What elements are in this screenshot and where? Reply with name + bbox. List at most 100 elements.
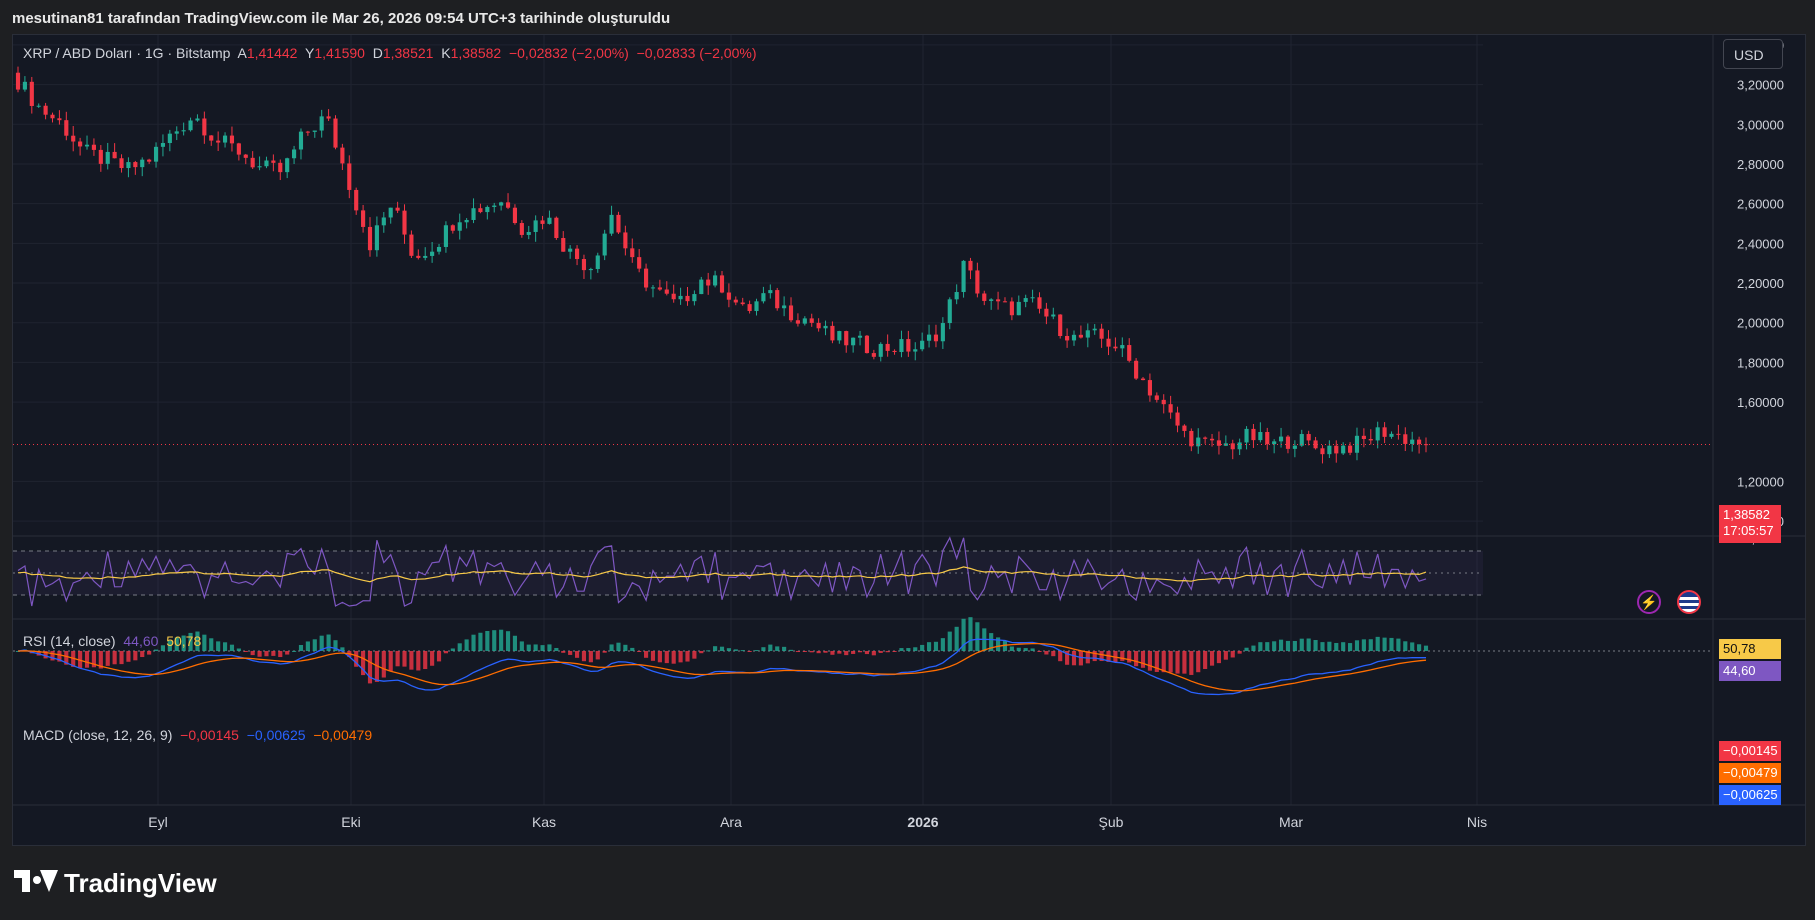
candle-body xyxy=(1085,330,1090,338)
candle-body xyxy=(36,105,41,107)
macd-histogram-bar xyxy=(940,638,945,651)
macd-histogram-bar xyxy=(871,651,876,656)
macd-histogram-bar xyxy=(264,651,269,657)
macd-histogram-bar xyxy=(1051,651,1056,657)
macd-legend: MACD (close, 12, 26, 9) −0,00145 −0,0062… xyxy=(23,727,372,743)
macd-histogram-bar xyxy=(602,651,607,653)
candle-body xyxy=(561,238,566,252)
candle-body xyxy=(913,349,918,352)
candle-body xyxy=(961,260,966,293)
macd-histogram-bar xyxy=(354,651,359,667)
candle-body xyxy=(1348,445,1353,453)
x-tick-label: Eki xyxy=(341,814,360,830)
macd-histogram-bar xyxy=(1120,651,1125,661)
macd-histogram-bar xyxy=(492,630,497,651)
candle-body xyxy=(278,162,283,173)
chart-canvas[interactable]: 3,400003,200003,000002,800002,600002,400… xyxy=(13,35,1805,845)
macd-histogram-bar xyxy=(140,651,145,658)
macd-histogram-bar xyxy=(1320,642,1325,651)
macd-histogram-bar xyxy=(581,651,587,662)
macd-histogram-bar xyxy=(167,640,172,651)
macd-histogram-bar xyxy=(664,651,669,664)
candle-body xyxy=(285,158,290,173)
macd-histogram-bar xyxy=(1196,651,1201,673)
macd-histogram-bar xyxy=(1313,640,1318,651)
macd-histogram-bar xyxy=(706,650,711,652)
macd-hist-value: −0,00145 xyxy=(180,727,239,743)
currency-button[interactable]: USD xyxy=(1723,39,1783,69)
candle-body xyxy=(423,255,428,258)
candle-body xyxy=(381,217,386,226)
macd-histogram-bar xyxy=(381,651,386,678)
macd-histogram-bar xyxy=(464,639,469,651)
candle-body xyxy=(98,149,103,164)
candle-body xyxy=(64,120,69,136)
candle-body xyxy=(871,353,876,357)
macd-histogram-bar xyxy=(367,651,373,684)
high-value: 1,41590 xyxy=(314,45,365,61)
tradingview-brand[interactable]: TradingView xyxy=(14,866,217,900)
candle-body xyxy=(1127,345,1132,361)
countdown-value: 17:05:57 xyxy=(1723,523,1774,538)
macd-histogram-bar xyxy=(402,651,407,667)
macd-histogram-bar xyxy=(823,651,828,653)
macd-value: −0,00625 xyxy=(246,727,306,743)
candle-body xyxy=(1423,444,1429,446)
candle-body xyxy=(1175,412,1180,426)
macd-histogram-bar xyxy=(312,639,317,651)
candle-body xyxy=(1417,439,1422,445)
macd-histogram-bar xyxy=(112,651,117,665)
macd-histogram-bar xyxy=(899,648,904,651)
macd-histogram-bar xyxy=(1037,651,1042,652)
candle-body xyxy=(1272,441,1277,445)
macd-histogram-bar xyxy=(395,651,400,667)
x-tick-label: Şub xyxy=(1099,814,1124,830)
macd-histogram-bar xyxy=(436,651,442,662)
macd-histogram-bar xyxy=(195,631,200,651)
macd-histogram-bar xyxy=(1299,638,1304,651)
chart-panel[interactable]: 3,400003,200003,000002,800002,600002,400… xyxy=(12,34,1806,846)
macd-histogram-bar xyxy=(416,651,421,671)
candle-body xyxy=(1044,308,1049,317)
macd-histogram-bar xyxy=(678,651,683,663)
lightning-icon[interactable]: ⚡ xyxy=(1637,590,1661,614)
candle-body xyxy=(1065,336,1070,341)
candle-body xyxy=(1209,438,1215,441)
macd-label[interactable]: MACD (close, 12, 26, 9) xyxy=(23,727,173,743)
us-flag-icon[interactable] xyxy=(1677,590,1701,614)
candle-body xyxy=(989,299,994,301)
rsi-value: 44,60 xyxy=(123,633,159,649)
candle-body xyxy=(1306,434,1311,441)
candle-body xyxy=(1120,345,1125,349)
candle-body xyxy=(968,260,973,271)
macd-histogram-bar xyxy=(1182,651,1187,674)
candle-body xyxy=(733,299,738,303)
candle-body xyxy=(222,135,228,143)
macd-histogram-bar xyxy=(671,651,676,664)
macd-histogram-bar xyxy=(816,651,821,654)
candle-body xyxy=(706,279,711,286)
candle-body xyxy=(533,220,538,232)
candle-body xyxy=(1147,380,1152,396)
candle-body xyxy=(664,289,669,294)
candle-body xyxy=(84,144,90,147)
candle-body xyxy=(920,340,925,350)
macd-histogram-bar xyxy=(181,635,186,651)
candle-body xyxy=(361,210,366,227)
macd-histogram-bar xyxy=(236,648,241,651)
macd-histogram-bar xyxy=(1278,639,1284,651)
y-tick-label: 3,00000 xyxy=(1737,117,1784,132)
symbol-label[interactable]: XRP / ABD Doları · 1G · Bitstamp xyxy=(23,45,231,61)
macd-histogram-bar xyxy=(650,651,656,661)
candle-body xyxy=(512,207,518,224)
x-tick-label: Mar xyxy=(1279,814,1303,830)
candle-body xyxy=(1382,427,1387,437)
candle-body xyxy=(181,130,186,132)
macd-histogram-bar xyxy=(719,646,725,651)
macd-histogram-bar xyxy=(1161,651,1166,673)
rsi-label[interactable]: RSI (14, close) xyxy=(23,633,116,649)
candle-body xyxy=(982,293,987,301)
macd-histogram-bar xyxy=(1341,642,1346,651)
candle-body xyxy=(236,143,241,155)
candle-body xyxy=(692,294,697,302)
